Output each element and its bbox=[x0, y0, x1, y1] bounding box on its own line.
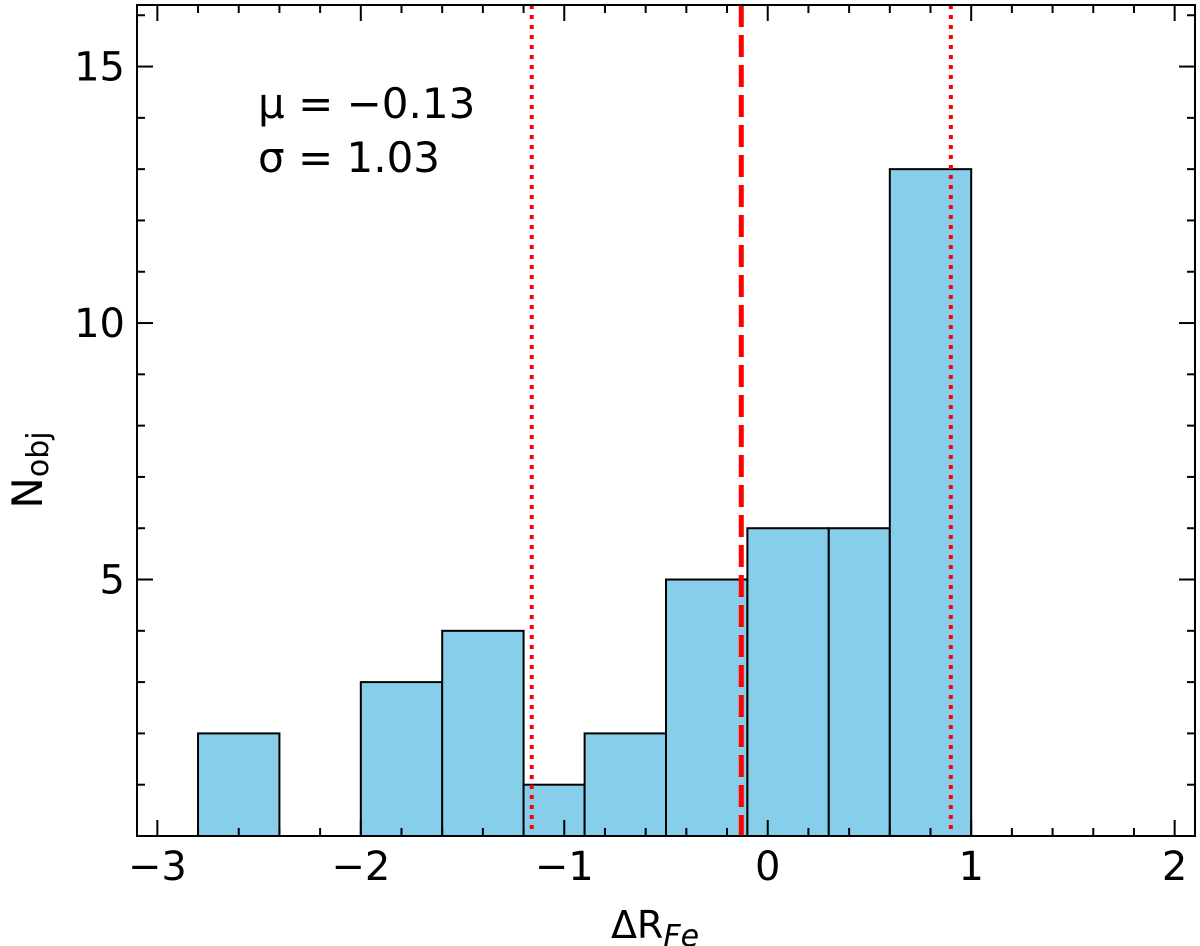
y-tick-label: 10 bbox=[74, 301, 125, 347]
x-tick-label: −2 bbox=[331, 844, 390, 890]
plot-frame bbox=[136, 4, 1196, 837]
y-axis-label: Nobj bbox=[3, 431, 56, 508]
ticks-layer bbox=[137, 5, 1195, 836]
x-axis-label-sub: Fe bbox=[663, 919, 699, 946]
histogram-bar-8 bbox=[827, 527, 891, 837]
x-tick-label: 1 bbox=[958, 844, 983, 890]
y-axis-label-sub: obj bbox=[21, 431, 56, 477]
y-tick-label: 5 bbox=[100, 558, 125, 604]
histogram-bar-2 bbox=[359, 681, 444, 837]
bars-layer bbox=[197, 168, 973, 838]
x-tick-label: 0 bbox=[755, 844, 780, 890]
y-tick-label: 15 bbox=[74, 45, 125, 91]
x-tick-label: −3 bbox=[128, 844, 187, 890]
x-axis-label: ΔRFe bbox=[611, 903, 699, 946]
histogram-bar-6 bbox=[665, 578, 749, 837]
mean-annotation: μ = −0.13 bbox=[258, 79, 475, 128]
histogram-bar-9 bbox=[888, 168, 973, 838]
histogram-bar-7 bbox=[746, 527, 830, 837]
y-axis-label-main: N bbox=[3, 477, 52, 508]
tick-labels-layer: −3 −2 −1 0 1 2 5 10 15 bbox=[74, 45, 1187, 890]
reference-lines-layer bbox=[529, 5, 953, 836]
sigma-annotation: σ = 1.03 bbox=[258, 133, 440, 182]
x-axis-label-main: ΔR bbox=[611, 903, 663, 946]
histogram-bar-5 bbox=[583, 732, 667, 837]
histogram-bar-4 bbox=[522, 783, 586, 837]
histogram-bar-3 bbox=[441, 629, 525, 837]
x-tick-label: 2 bbox=[1162, 844, 1187, 890]
histogram-bar-0 bbox=[197, 732, 281, 837]
x-tick-label: −1 bbox=[535, 844, 594, 890]
